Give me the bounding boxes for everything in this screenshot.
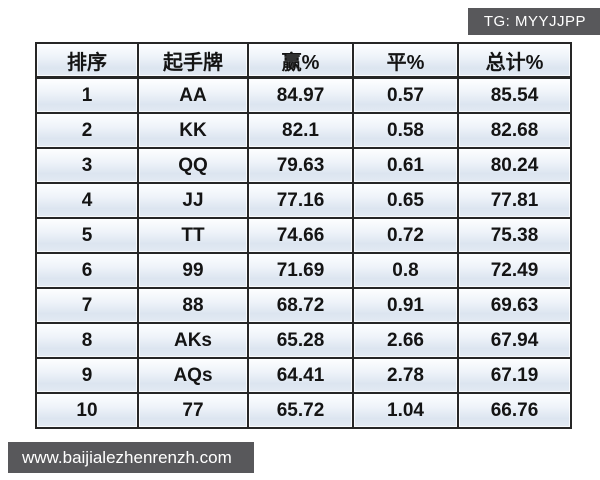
table-cell: 0.65 (352, 182, 459, 219)
header-win-pct: 赢% (247, 42, 354, 79)
table-row: 5 TT 74.66 0.72 75.38 (35, 217, 572, 254)
table-cell: 6 (35, 252, 139, 289)
table-row: 10 77 65.72 1.04 66.76 (35, 392, 572, 429)
table-cell: 1.04 (352, 392, 459, 429)
table-cell: 99 (137, 252, 249, 289)
table-header-row: 排序 起手牌 赢% 平% 总计% (35, 42, 572, 79)
table-cell: 0.91 (352, 287, 459, 324)
table-row: 1 AA 84.97 0.57 85.54 (35, 76, 572, 114)
table-row: 4 JJ 77.16 0.65 77.81 (35, 182, 572, 219)
table-header: 排序 起手牌 赢% 平% 总计% (35, 42, 572, 79)
table-cell: 1 (35, 76, 139, 114)
table-cell: 71.69 (247, 252, 354, 289)
table-cell: 77.81 (457, 182, 572, 219)
table-cell: 2.66 (352, 322, 459, 359)
table-cell: 2 (35, 112, 139, 149)
table-cell: JJ (137, 182, 249, 219)
table-cell: 82.68 (457, 112, 572, 149)
table-cell: 80.24 (457, 147, 572, 184)
table-cell: 77 (137, 392, 249, 429)
table-cell: 2.78 (352, 357, 459, 394)
table-cell: 3 (35, 147, 139, 184)
table-cell: 67.19 (457, 357, 572, 394)
table-cell: 65.28 (247, 322, 354, 359)
table-cell: 77.16 (247, 182, 354, 219)
table-cell: 82.1 (247, 112, 354, 149)
table-cell: AA (137, 76, 249, 114)
table-cell: 75.38 (457, 217, 572, 254)
table-cell: 88 (137, 287, 249, 324)
telegram-watermark-text: TG: MYYJJPP (483, 13, 586, 30)
header-tie-pct: 平% (352, 42, 459, 79)
table-row: 2 KK 82.1 0.58 82.68 (35, 112, 572, 149)
website-watermark-badge: www.baijialezhenrenzh.com (8, 442, 254, 473)
table-cell: 79.63 (247, 147, 354, 184)
table-cell: 67.94 (457, 322, 572, 359)
header-rank: 排序 (35, 42, 139, 79)
table-row: 3 QQ 79.63 0.61 80.24 (35, 147, 572, 184)
table-cell: 0.8 (352, 252, 459, 289)
table-cell: 84.97 (247, 76, 354, 114)
table-cell: 72.49 (457, 252, 572, 289)
table-cell: KK (137, 112, 249, 149)
table-cell: QQ (137, 147, 249, 184)
table-cell: 66.76 (457, 392, 572, 429)
table-cell: 0.72 (352, 217, 459, 254)
table-cell: 85.54 (457, 76, 572, 114)
table-cell: 64.41 (247, 357, 354, 394)
table-cell: AKs (137, 322, 249, 359)
table-cell: 0.57 (352, 76, 459, 114)
poker-hand-stats-table-wrap: 排序 起手牌 赢% 平% 总计% 1 AA 84.97 0.57 85.54 2 KK 82.… (35, 42, 572, 429)
table-cell: 65.72 (247, 392, 354, 429)
header-total-pct: 总计% (457, 42, 572, 79)
table-cell: 0.61 (352, 147, 459, 184)
telegram-watermark-badge: TG: MYYJJPP (467, 8, 600, 35)
poker-hand-stats-table: 排序 起手牌 赢% 平% 总计% 1 AA 84.97 0.57 85.54 2 KK 82.… (35, 42, 572, 429)
table-cell: TT (137, 217, 249, 254)
table-cell: 4 (35, 182, 139, 219)
table-row: 8 AKs 65.28 2.66 67.94 (35, 322, 572, 359)
table-cell: 8 (35, 322, 139, 359)
table-cell: AQs (137, 357, 249, 394)
table-body: 1 AA 84.97 0.57 85.54 2 KK 82.1 0.58 82.68 3 QQ 79.6… (35, 76, 572, 429)
table-cell: 68.72 (247, 287, 354, 324)
table-row: 6 99 71.69 0.8 72.49 (35, 252, 572, 289)
table-cell: 7 (35, 287, 139, 324)
table-row: 9 AQs 64.41 2.78 67.19 (35, 357, 572, 394)
table-cell: 0.58 (352, 112, 459, 149)
website-watermark-text: www.baijialezhenrenzh.com (22, 447, 232, 467)
table-cell: 74.66 (247, 217, 354, 254)
table-cell: 10 (35, 392, 139, 429)
table-cell: 69.63 (457, 287, 572, 324)
table-row: 7 88 68.72 0.91 69.63 (35, 287, 572, 324)
table-cell: 5 (35, 217, 139, 254)
header-starting-hand: 起手牌 (137, 42, 249, 79)
table-cell: 9 (35, 357, 139, 394)
